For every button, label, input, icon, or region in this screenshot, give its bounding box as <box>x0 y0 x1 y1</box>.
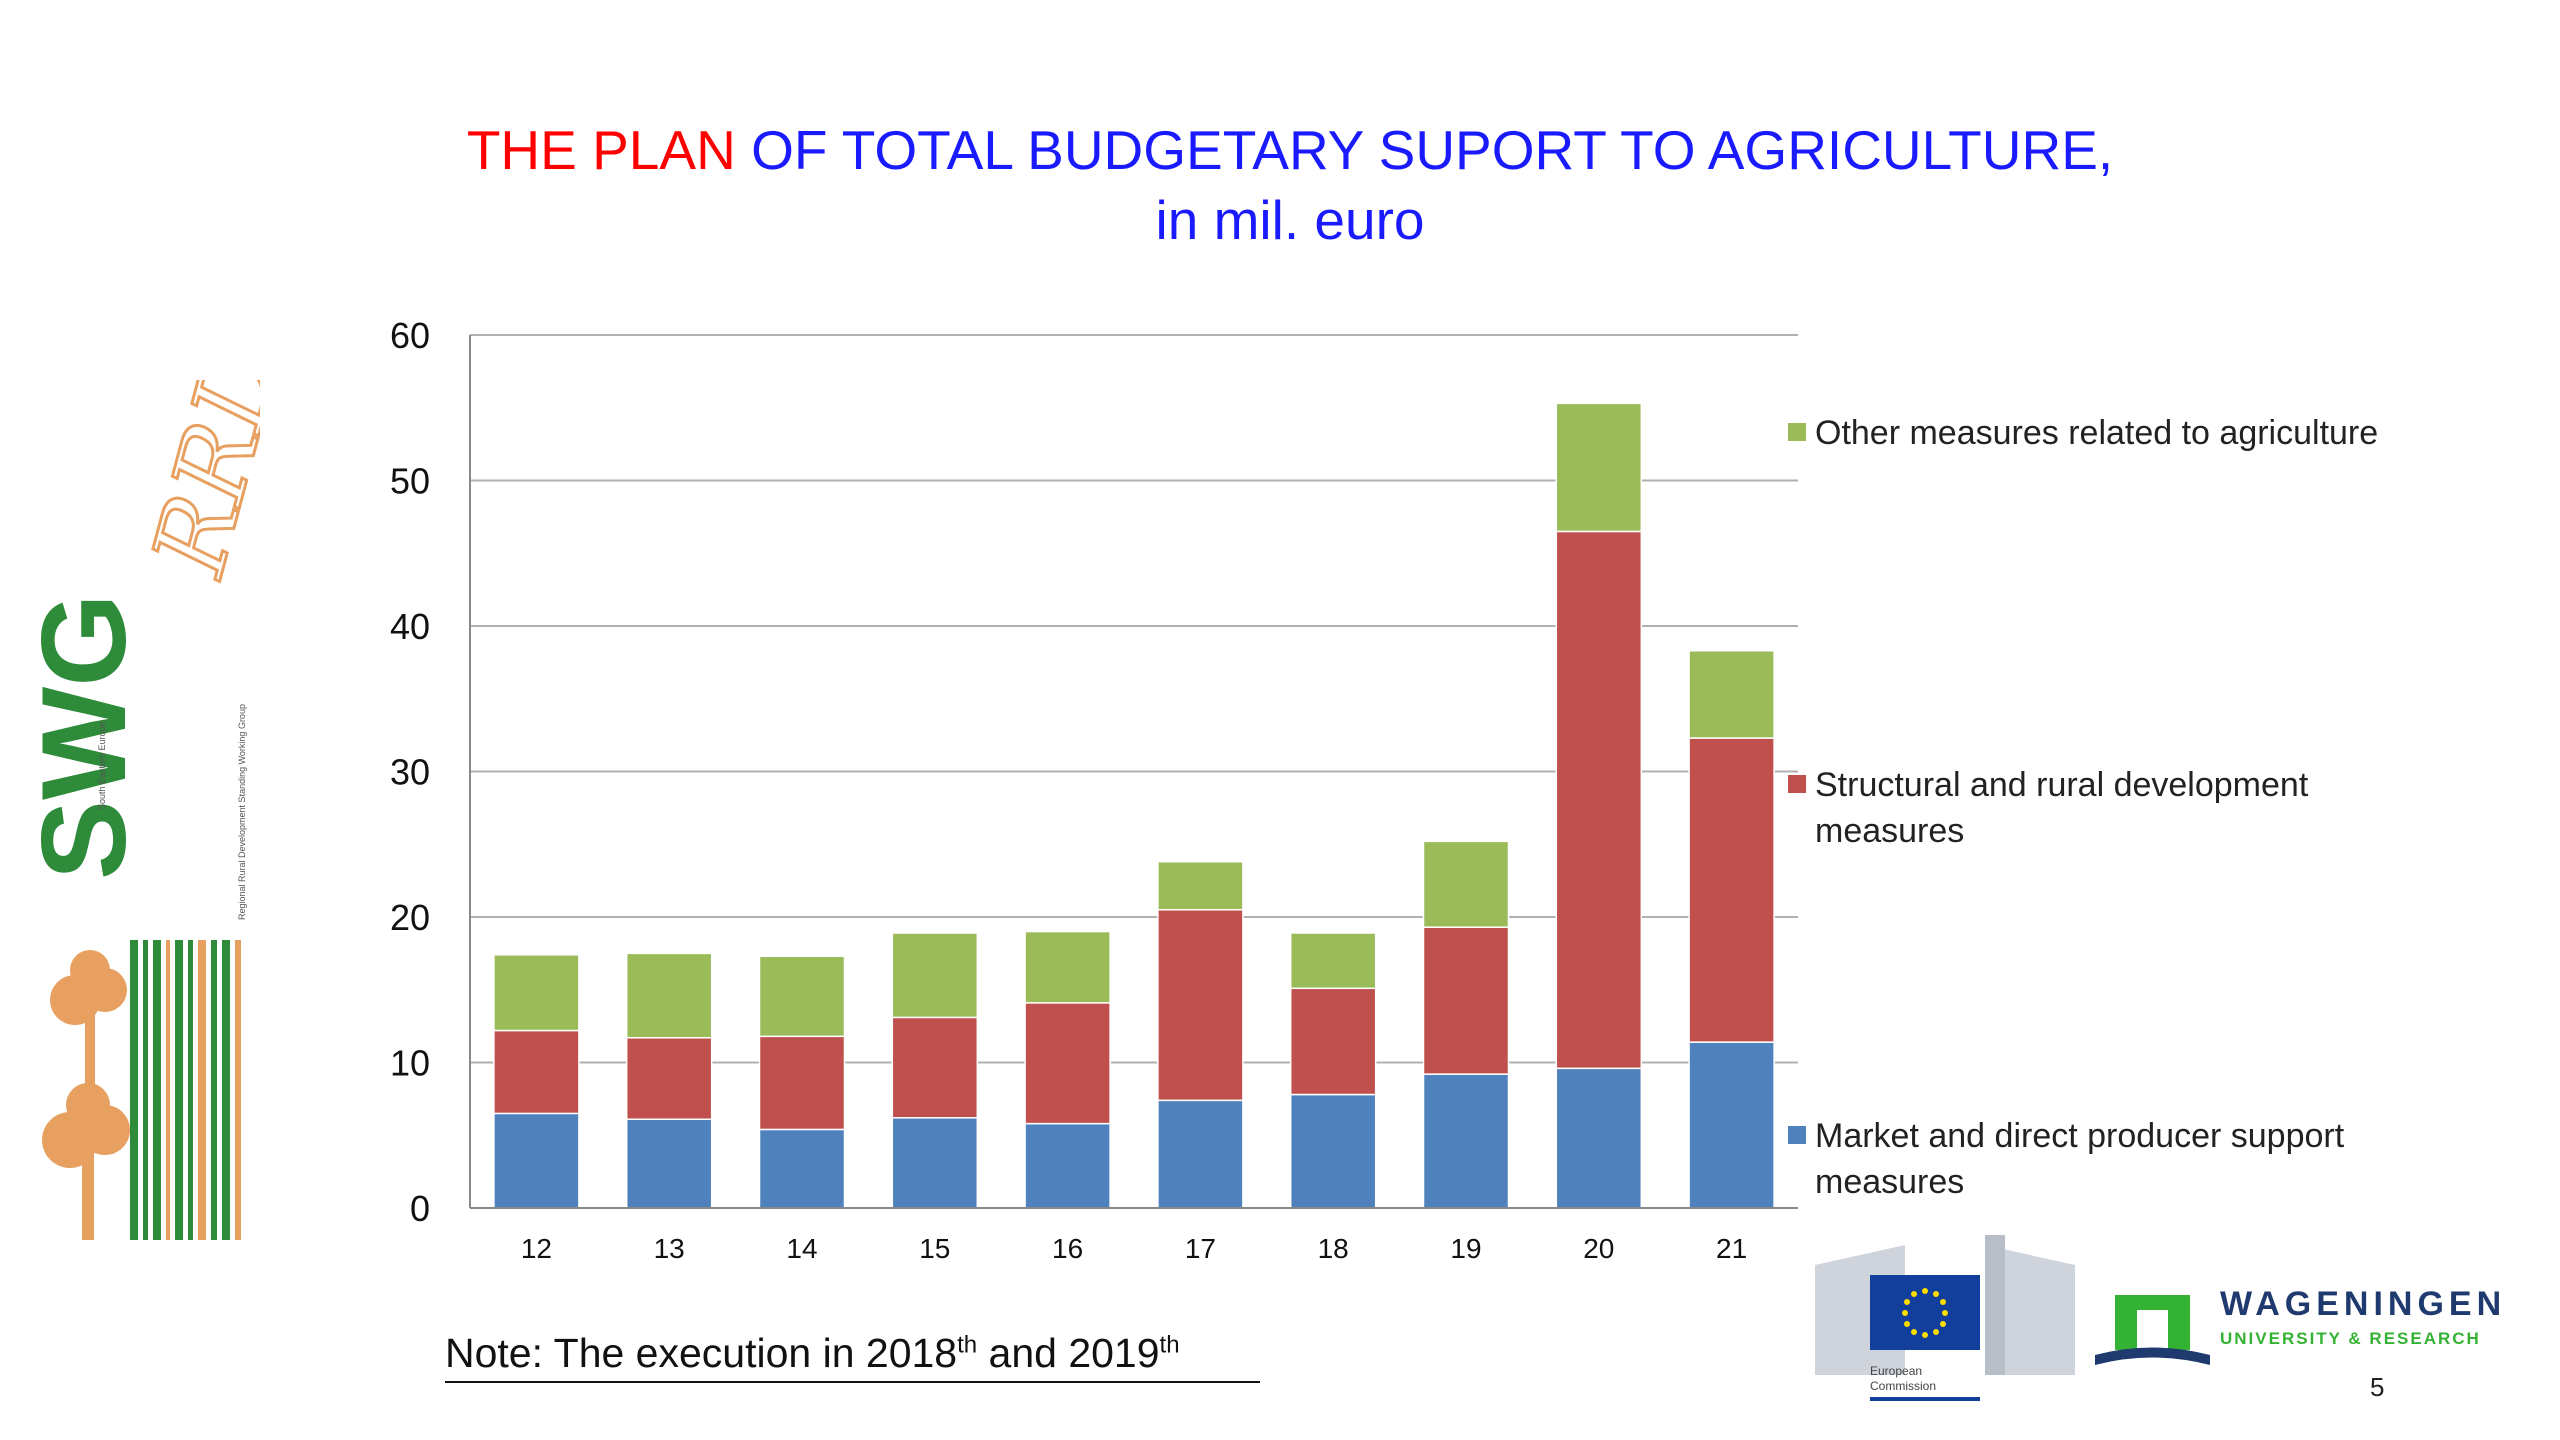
bar-segment-structural <box>758 1035 846 1131</box>
legend-item-market: Market and direct producer support measu… <box>1788 1113 2415 1205</box>
chart-title: THE PLAN OF TOTAL BUDGETARY SUPORT TO AG… <box>0 115 2560 185</box>
legend-item-other: Other measures related to agriculture <box>1788 410 2415 456</box>
bar-segment-market <box>1157 1099 1244 1209</box>
bar-segment-structural <box>1157 908 1244 1102</box>
bar-segment-structural <box>1688 737 1775 1043</box>
bar-segment-other <box>1688 649 1775 739</box>
bar-segment-other <box>493 954 580 1032</box>
x-tick-label: 19 <box>1450 1233 1481 1264</box>
legend-label-market: Market and direct producer support measu… <box>1815 1117 2345 1201</box>
bar-segment-other <box>891 932 979 1019</box>
bar-segment-market <box>1555 1067 1643 1209</box>
european-commission-logo: European Commission <box>1815 1235 2075 1401</box>
bar-segment-market <box>1422 1073 1510 1209</box>
legend-label-other: Other measures related to agriculture <box>1815 414 2379 452</box>
swg-side-long: Regional Rural Development Standing Work… <box>237 704 247 920</box>
title-red-part: THE PLAN <box>466 119 736 181</box>
note-text-2: and 2019 <box>977 1330 1160 1376</box>
axes: 0 10 20 30 40 50 60 12 13 14 15 16 17 18 19 20 21 <box>390 315 1798 1264</box>
bar-segment-market <box>1024 1122 1111 1209</box>
bar-segment-other <box>1024 930 1111 1004</box>
note-sup-1: th <box>957 1331 978 1359</box>
y-tick-label: 50 <box>390 461 430 502</box>
swg-rrd-script: RRD <box>130 380 260 588</box>
bar-segment-market <box>1289 1093 1377 1209</box>
x-tick-label: 17 <box>1185 1233 1216 1264</box>
chart-subtitle: in mil. euro <box>1155 189 1425 251</box>
x-tick-label: 12 <box>521 1233 552 1264</box>
title-blue-part: OF TOTAL BUDGETARY SUPORT TO AGRICULTURE… <box>735 119 2114 181</box>
x-tick-label: 18 <box>1318 1233 1349 1264</box>
swg-tree-icon <box>42 950 130 1240</box>
x-tick-label: 16 <box>1052 1233 1083 1264</box>
bar-segment-other <box>625 952 713 1039</box>
x-tick-label: 14 <box>786 1233 817 1264</box>
x-tick-label: 13 <box>654 1233 685 1264</box>
bars <box>493 402 1775 1209</box>
bar-segment-structural <box>1289 987 1377 1096</box>
legend-swatch-structural <box>1788 775 1806 793</box>
bar-segment-structural <box>1024 1002 1111 1125</box>
wageningen-logo: WAGENINGEN UNIVERSITY & RESEARCH <box>2095 1285 2515 1375</box>
bar-segment-structural <box>1422 926 1510 1075</box>
x-tick-label: 21 <box>1716 1233 1747 1264</box>
ec-text-1: European <box>1870 1364 1922 1378</box>
swg-barcode-stripes <box>130 940 241 1240</box>
bar-segment-market <box>625 1118 713 1209</box>
x-tick-label: 20 <box>1583 1233 1614 1264</box>
eu-stars <box>1902 1288 1948 1338</box>
y-tick-label: 40 <box>390 606 430 647</box>
bar-segment-other <box>1289 932 1377 990</box>
ec-underline <box>1870 1397 1980 1401</box>
bar-segment-other <box>1157 860 1244 911</box>
y-tick-label: 60 <box>390 315 430 356</box>
bar-segment-other <box>1422 840 1510 928</box>
swg-side-small: South Eastern Europe <box>97 721 107 810</box>
x-tick-label: 15 <box>919 1233 950 1264</box>
swg-rrd-logo: SWG RRD South Eastern Europe Regional Ru… <box>30 380 260 1240</box>
wageningen-emblem-icon <box>2095 1295 2210 1365</box>
bar-segment-structural <box>1555 530 1643 1070</box>
note-text-1: Note: The execution in 2018 <box>445 1330 958 1376</box>
page-number: 5 <box>2370 1372 2385 1402</box>
y-tick-label: 0 <box>410 1188 430 1229</box>
bar-segment-market <box>758 1128 846 1209</box>
wageningen-name: WAGENINGEN <box>2220 1285 2507 1323</box>
note-sup-2: th <box>1159 1331 1180 1359</box>
bar-segment-market <box>1688 1041 1775 1209</box>
ec-text-2: Commission <box>1870 1379 1936 1393</box>
legend-label-structural: Structural and rural development measure… <box>1815 766 2309 850</box>
y-tick-label: 30 <box>390 752 430 793</box>
execution-note: Note: The execution in 2018th and 2019th <box>445 1330 1260 1383</box>
wageningen-subtitle: UNIVERSITY & RESEARCH <box>2220 1329 2481 1348</box>
legend-swatch-market <box>1788 1126 1806 1144</box>
bar-segment-market <box>493 1112 580 1209</box>
swg-logo-text: SWG <box>30 593 151 880</box>
bar-segment-structural <box>891 1016 979 1119</box>
eu-flag-icon <box>1870 1275 1980 1350</box>
bar-segment-other <box>1555 402 1643 533</box>
y-tick-label: 20 <box>390 897 430 938</box>
bar-segment-other <box>758 955 846 1038</box>
bar-segment-structural <box>625 1037 713 1120</box>
legend-item-structural: Structural and rural development measure… <box>1788 762 2415 854</box>
y-tick-label: 10 <box>390 1043 430 1084</box>
bar-segment-structural <box>493 1029 580 1115</box>
legend-swatch-other <box>1788 423 1806 441</box>
bar-segment-market <box>891 1117 979 1209</box>
